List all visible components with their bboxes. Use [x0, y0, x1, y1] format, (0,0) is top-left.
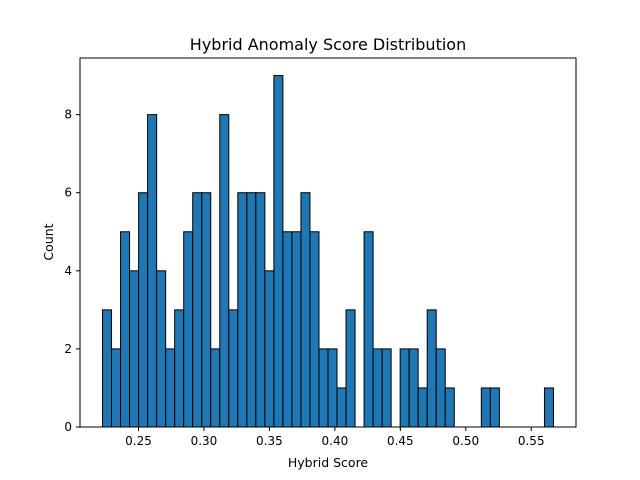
histogram-bar [381, 348, 392, 428]
histogram-bar [300, 192, 311, 428]
y-tick-label: 0 [64, 420, 72, 434]
histogram-bar [219, 114, 230, 428]
y-axis-label: Count [41, 223, 56, 260]
histogram-bar [417, 387, 428, 428]
y-tick-label: 6 [64, 186, 72, 200]
histogram-bar [273, 75, 284, 428]
x-tick-label: 0.45 [387, 434, 414, 448]
histogram-bar [399, 348, 410, 428]
histogram-bar [192, 192, 203, 428]
histogram-bar [336, 387, 347, 428]
histogram-bar [201, 192, 212, 428]
histogram-bar [291, 231, 302, 428]
histogram-bar [165, 348, 176, 428]
y-tick-label: 8 [64, 108, 72, 122]
histogram-bar [282, 231, 293, 428]
histogram-bar [264, 270, 275, 428]
histogram-bar [363, 231, 374, 428]
histogram-bar [174, 309, 185, 428]
plot-frame [79, 57, 577, 428]
x-tick-label: 0.35 [256, 434, 283, 448]
histogram-bar [444, 387, 455, 428]
y-tick-label: 4 [64, 264, 72, 278]
histogram-bar [435, 348, 446, 428]
histogram-bar [147, 114, 158, 428]
x-axis-label: Hybrid Score [288, 455, 369, 470]
histogram-bar [543, 387, 554, 428]
x-tick-label: 0.55 [518, 434, 545, 448]
histogram-bar [102, 309, 113, 428]
x-axis-ticks: 0.25 0.30 0.35 0.40 0.45 0.50 0.55 [125, 427, 545, 448]
histogram-bar [489, 387, 500, 428]
histogram-bar [480, 387, 491, 428]
x-tick-label: 0.40 [322, 434, 349, 448]
histogram-bar [156, 270, 167, 428]
histogram-bar [183, 231, 194, 428]
histogram-bar [408, 348, 419, 428]
y-axis-ticks: 0 2 4 6 8 [64, 108, 80, 434]
histogram-bar [318, 348, 329, 428]
histogram-bar [246, 192, 257, 428]
histogram-bar [327, 348, 338, 428]
x-tick-label: 0.25 [125, 434, 152, 448]
histogram-bar [138, 192, 149, 428]
histogram-bar [255, 192, 266, 428]
histogram-bar [120, 231, 131, 428]
y-tick-label: 2 [64, 342, 72, 356]
histogram-bar [237, 192, 248, 428]
histogram-bar [345, 309, 356, 428]
histogram-bar [210, 348, 221, 428]
histogram-bar [309, 231, 320, 428]
chart-title: Hybrid Anomaly Score Distribution [190, 35, 466, 54]
histogram-bar [426, 309, 437, 428]
histogram-bar [129, 270, 140, 428]
x-tick-label: 0.30 [191, 434, 218, 448]
histogram-bar [372, 348, 383, 428]
histogram-bar [111, 348, 122, 428]
x-tick-label: 0.50 [452, 434, 479, 448]
histogram-bar [228, 309, 239, 428]
